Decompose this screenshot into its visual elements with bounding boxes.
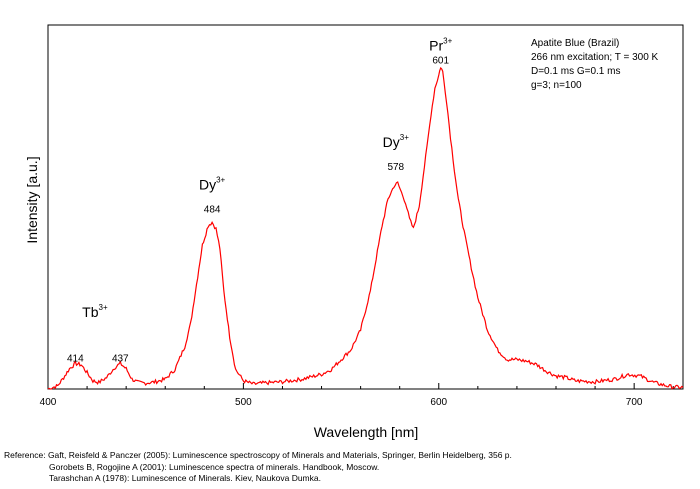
peak-wavelength-label: 578 bbox=[387, 162, 404, 173]
info-line: g=3; n=100 bbox=[531, 80, 582, 91]
peak-wavelength-label: 601 bbox=[432, 56, 449, 67]
peak-wavelength-label: 437 bbox=[112, 354, 129, 365]
info-line: D=0.1 ms G=0.1 ms bbox=[531, 66, 620, 77]
peak-labels: Tb3+ Dy3+ Dy3+ Pr3+ 414 437 484 578 601 bbox=[67, 37, 453, 365]
ion-label: Tb3+ bbox=[82, 303, 108, 320]
peak-wavelength-label: 414 bbox=[67, 354, 84, 365]
info-line: 266 nm excitation; T = 300 K bbox=[531, 52, 659, 63]
x-tick-label: 500 bbox=[235, 397, 252, 408]
peak-wavelength-label: 484 bbox=[204, 204, 221, 215]
ion-label: Pr3+ bbox=[429, 37, 452, 54]
x-tick-label: 600 bbox=[430, 397, 447, 408]
y-axis-label: Intensity [a.u.] bbox=[24, 156, 40, 243]
experiment-info: Apatite Blue (Brazil) 266 nm excitation;… bbox=[531, 38, 659, 91]
ion-label: Dy3+ bbox=[383, 133, 410, 150]
reference-line: Tarashchan A (1978): Luminescence of Min… bbox=[49, 473, 321, 483]
spectrum-curve bbox=[47, 66, 684, 390]
reference-line: Reference: Gaft, Reisfeld & Panczer (200… bbox=[4, 450, 512, 460]
axes: 400 500 600 700 bbox=[40, 24, 684, 408]
x-axis-label: Wavelength [nm] bbox=[314, 424, 419, 440]
x-tick-label: 700 bbox=[626, 397, 643, 408]
plot-frame bbox=[47, 24, 684, 390]
x-tick-label: 400 bbox=[40, 397, 57, 408]
spectrum-line bbox=[47, 66, 684, 390]
spectrum-chart: 400 500 600 700 Tb3+ Dy3+ Dy3+ Pr3+ 414 437 484 57… bbox=[24, 24, 684, 440]
references: Reference: Gaft, Reisfeld & Panczer (200… bbox=[4, 450, 512, 485]
info-line: Apatite Blue (Brazil) bbox=[531, 38, 619, 49]
reference-line: Gorobets B, Rogojine A (2001): Luminesce… bbox=[49, 461, 380, 472]
ion-label: Dy3+ bbox=[199, 176, 226, 193]
